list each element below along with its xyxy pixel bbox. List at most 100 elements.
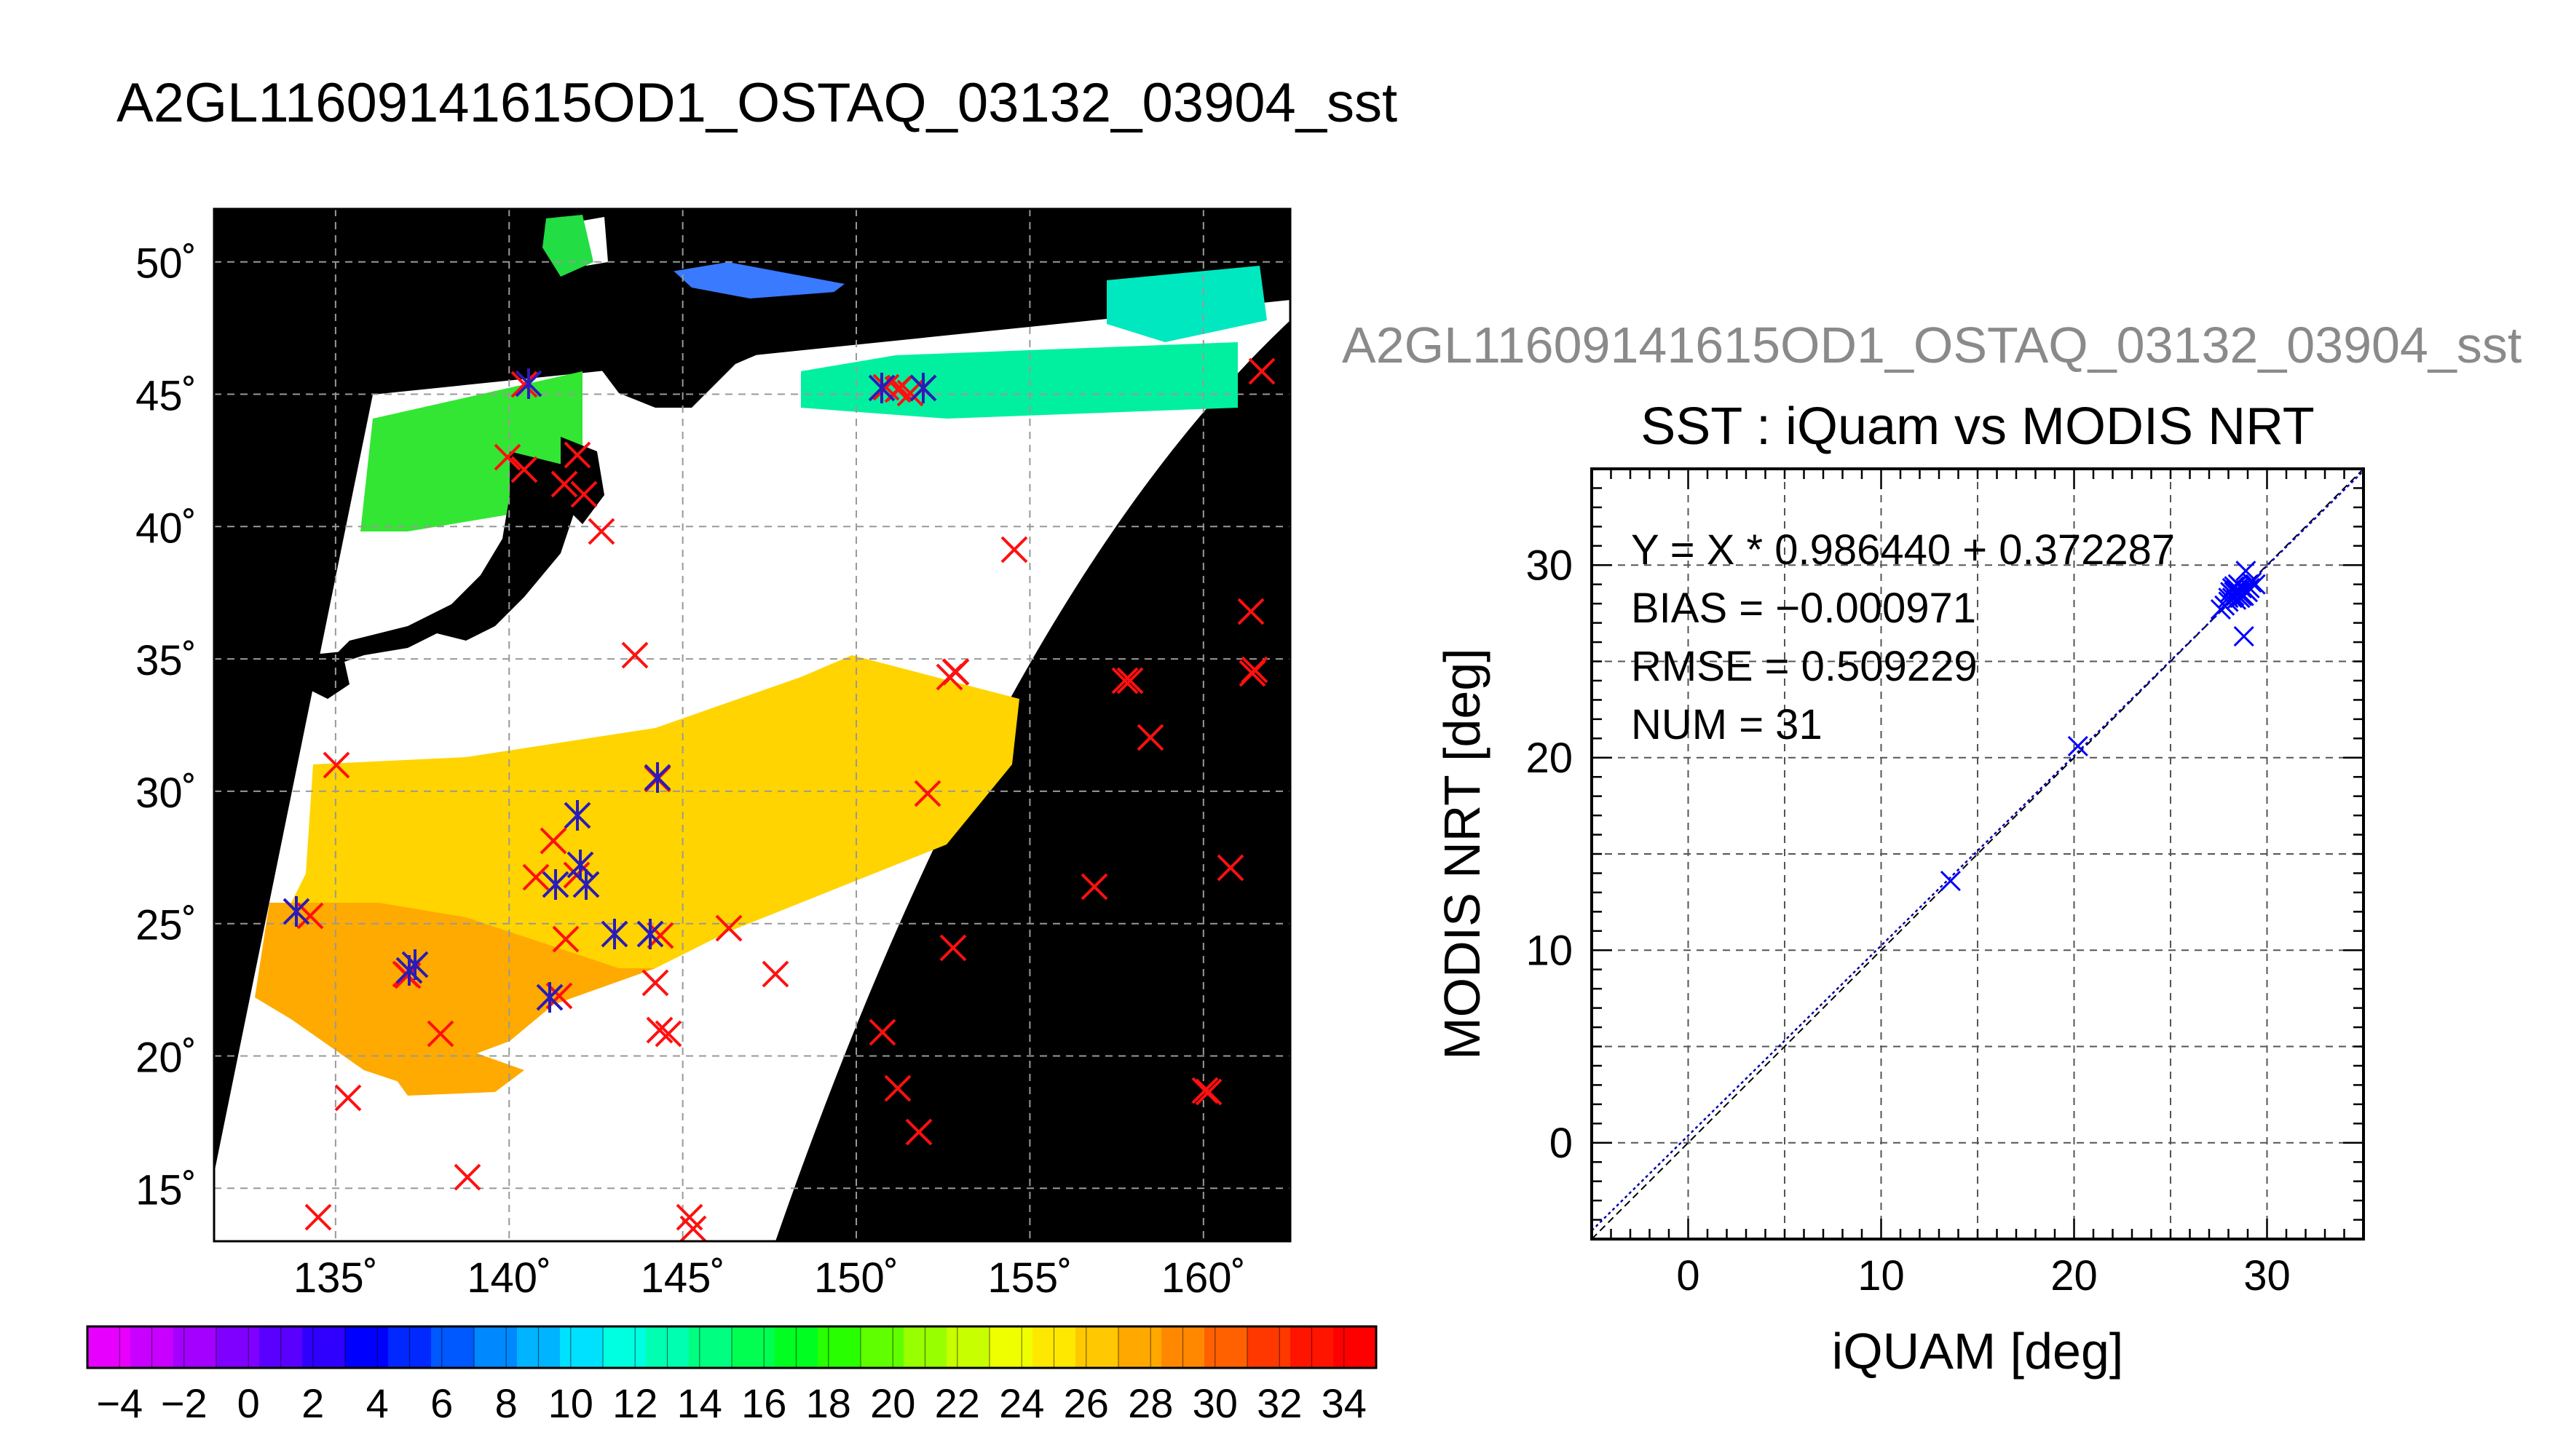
- buoy-marker: [427, 1020, 454, 1048]
- scatter-minor-ticks: [1590, 467, 2365, 1241]
- map-lon-label: 140˚: [467, 1254, 551, 1302]
- regression-stat-line: BIAS = −0.000971: [1631, 585, 1976, 632]
- buoy-marker: [540, 827, 567, 855]
- colorbar-tick-label: 14: [677, 1380, 722, 1426]
- buoy-marker: [494, 443, 521, 471]
- colorbar-cell: [87, 1326, 131, 1368]
- scatter-y-axis-label: MODIS NRT [deg]: [1434, 648, 1490, 1059]
- scatter-gridlines: [1592, 469, 2364, 1239]
- buoy-marker: [1111, 667, 1139, 695]
- figure-title: A2GL11609141615OD1_OSTAQ_03132_03904_sst: [117, 72, 1398, 134]
- buoy-marker: [679, 1215, 707, 1243]
- scatter-x-tick-labels: 0 10 20 30: [1676, 1252, 2290, 1299]
- buoy-marker: [588, 518, 615, 545]
- buoy-marker: [869, 1018, 896, 1046]
- y-tick-label: 10: [1525, 927, 1573, 974]
- colorbar-cell: [689, 1326, 732, 1368]
- land-sakhalin: [597, 218, 663, 284]
- colorbar-tick-label: 18: [806, 1380, 851, 1426]
- sst-map: 50˚ 45˚ 40˚ 35˚ 30˚ 25˚ 20˚ 15˚ 135˚ 140˚ 145˚ 150…: [135, 207, 1292, 1302]
- map-lat-label: 40˚: [135, 505, 197, 552]
- map-lon-label: 160˚: [1161, 1254, 1246, 1302]
- colorbar: −4 −2 0 2 4 6 8 10 12 14 16 18 20 22 24 26 28 30 32 34: [86, 1325, 1378, 1426]
- scatter-point: [1940, 870, 1961, 892]
- colorbar-tick-label: 0: [237, 1380, 260, 1426]
- buoy-marker: [1195, 1078, 1223, 1106]
- x-tick-label: 10: [1857, 1252, 1905, 1299]
- buoy-marker: [942, 658, 970, 686]
- scatter-point: [2235, 561, 2256, 582]
- scatter-plot: SST : iQuam vs MODIS NRT Y = X * 0.98644…: [1434, 397, 2365, 1380]
- matchup-marker: [636, 919, 664, 949]
- scatter-point: [2067, 735, 2088, 756]
- sst-green-cloud-fareast: [1107, 266, 1267, 342]
- map-lat-label: 50˚: [135, 240, 197, 288]
- map-lon-label: 145˚: [641, 1254, 725, 1302]
- y-tick-label: 30: [1525, 542, 1573, 589]
- map-markers: [283, 357, 1276, 1243]
- buoy-marker: [570, 480, 598, 508]
- matchup-marker: [283, 896, 310, 927]
- buoy-marker: [884, 1075, 912, 1102]
- buoy-marker: [564, 441, 591, 469]
- scatter-title: SST : iQuam vs MODIS NRT: [1640, 397, 2315, 456]
- buoy-marker: [1217, 854, 1244, 882]
- buoy-marker: [334, 1084, 362, 1112]
- colorbar-cell: [861, 1326, 904, 1368]
- buoy-marker: [914, 780, 941, 807]
- colorbar-tick-label: 12: [612, 1380, 657, 1426]
- map-lat-label: 35˚: [135, 637, 197, 684]
- buoy-marker: [1116, 667, 1144, 695]
- map-lon-label: 150˚: [814, 1254, 899, 1302]
- map-latitude-labels: 50˚ 45˚ 40˚ 35˚ 30˚ 25˚ 20˚ 15˚: [135, 240, 197, 1214]
- matchup-marker: [566, 850, 594, 880]
- scatter-point: [2231, 585, 2253, 606]
- map-lon-label: 135˚: [293, 1254, 378, 1302]
- colorbar-cell: [732, 1326, 775, 1368]
- colorbar-cell: [603, 1326, 647, 1368]
- map-lat-label: 30˚: [135, 769, 197, 817]
- x-tick-label: 20: [2050, 1252, 2098, 1299]
- buoy-marker: [1237, 598, 1265, 625]
- buoy-marker: [939, 934, 967, 962]
- colorbar-tick-label: 22: [935, 1380, 980, 1426]
- colorbar-cell: [173, 1326, 217, 1368]
- buoy-marker: [655, 1020, 682, 1048]
- matchup-marker: [601, 919, 628, 949]
- matchup-marker: [542, 869, 569, 900]
- colorbar-cell: [474, 1326, 518, 1368]
- colorbar-tick-label: 16: [741, 1380, 786, 1426]
- buoy-marker: [323, 751, 350, 779]
- scatter-point: [2233, 626, 2254, 647]
- buoy-marker: [621, 641, 649, 669]
- map-lat-label: 25˚: [135, 902, 197, 949]
- map-longitude-labels: 135˚ 140˚ 145˚ 150˚ 155˚ 160˚: [293, 1254, 1246, 1302]
- map-frame: [213, 207, 1292, 1243]
- x-tick-label: 30: [2243, 1252, 2291, 1299]
- colorbar-tick-label: 20: [870, 1380, 915, 1426]
- buoy-marker: [454, 1163, 481, 1191]
- regression-stat-line: NUM = 31: [1631, 701, 1823, 748]
- buoy-marker: [550, 470, 578, 498]
- colorbar-cell: [431, 1326, 475, 1368]
- buoy-marker: [715, 914, 743, 942]
- map-lat-label: 15˚: [135, 1166, 197, 1214]
- colorbar-cell: [1247, 1326, 1291, 1368]
- scatter-points: [1940, 561, 2266, 892]
- buoy-marker: [1191, 1077, 1219, 1104]
- buoy-marker: [1248, 357, 1276, 385]
- map-lat-label: 20˚: [135, 1034, 197, 1081]
- buoy-marker: [646, 1016, 674, 1044]
- buoy-marker: [510, 371, 538, 398]
- map-gridlines: [214, 209, 1290, 1241]
- buoy-marker: [1241, 656, 1268, 684]
- buoy-marker: [762, 960, 789, 988]
- colorbar-cell: [560, 1326, 604, 1368]
- regression-stat-line: Y = X * 0.986440 + 0.372287: [1631, 526, 2175, 574]
- colorbar-cell: [1118, 1326, 1162, 1368]
- colorbar-tick-label: 32: [1257, 1380, 1302, 1426]
- buoy-marker: [1137, 724, 1164, 751]
- colorbar-tick-label: 4: [366, 1380, 389, 1426]
- colorbar-tick-labels: −4 −2 0 2 4 6 8 10 12 14 16 18 20 22 24 26 28 30 32 34: [96, 1380, 1367, 1426]
